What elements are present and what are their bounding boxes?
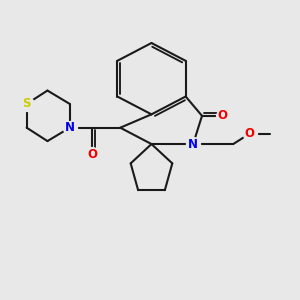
- Text: O: O: [218, 109, 228, 122]
- Text: O: O: [87, 148, 97, 161]
- Text: S: S: [22, 98, 31, 110]
- Text: N: N: [188, 138, 198, 151]
- Text: O: O: [244, 127, 255, 140]
- Text: N: N: [65, 121, 75, 134]
